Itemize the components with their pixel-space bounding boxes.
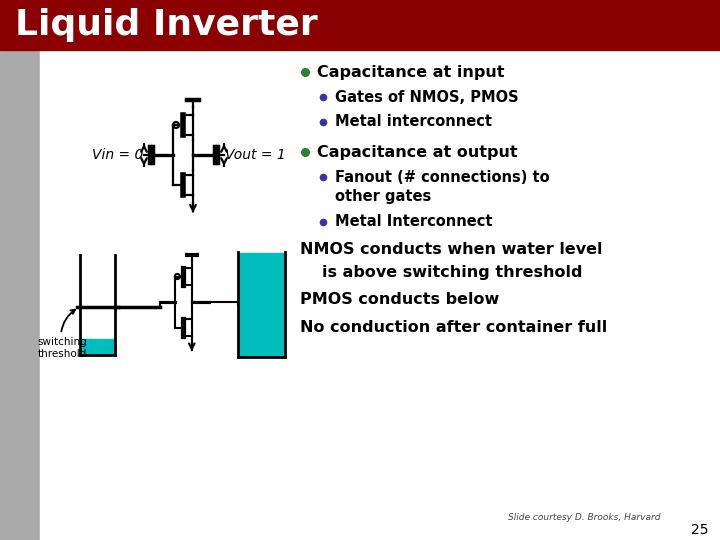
Text: Fanout (# connections) to: Fanout (# connections) to [335, 170, 549, 185]
Text: Slide courtesy D. Brooks, Harvard: Slide courtesy D. Brooks, Harvard [508, 514, 660, 523]
Text: other gates: other gates [335, 190, 431, 205]
Text: is above switching threshold: is above switching threshold [322, 265, 582, 280]
Text: 25: 25 [691, 523, 708, 537]
Bar [239, 253, 284, 356]
Text: Vin = 0: Vin = 0 [91, 148, 143, 162]
Text: Metal Interconnect: Metal Interconnect [335, 214, 492, 230]
Bar [81, 339, 114, 354]
Text: No conduction after container full: No conduction after container full [300, 321, 607, 335]
Text: PMOS conducts below: PMOS conducts below [300, 293, 499, 307]
Text: Capacitance at input: Capacitance at input [317, 64, 505, 79]
Bar [0, 50, 40, 540]
Bar [0, 0, 720, 50]
Text: Capacitance at output: Capacitance at output [317, 145, 518, 159]
Text: NMOS conducts when water level: NMOS conducts when water level [300, 242, 603, 258]
Text: Vout = 1: Vout = 1 [225, 148, 286, 162]
Text: Liquid Inverter: Liquid Inverter [15, 8, 318, 42]
Text: Gates of NMOS, PMOS: Gates of NMOS, PMOS [335, 90, 518, 105]
Text: switching
threshold: switching threshold [37, 310, 87, 359]
Text: Metal interconnect: Metal interconnect [335, 114, 492, 130]
